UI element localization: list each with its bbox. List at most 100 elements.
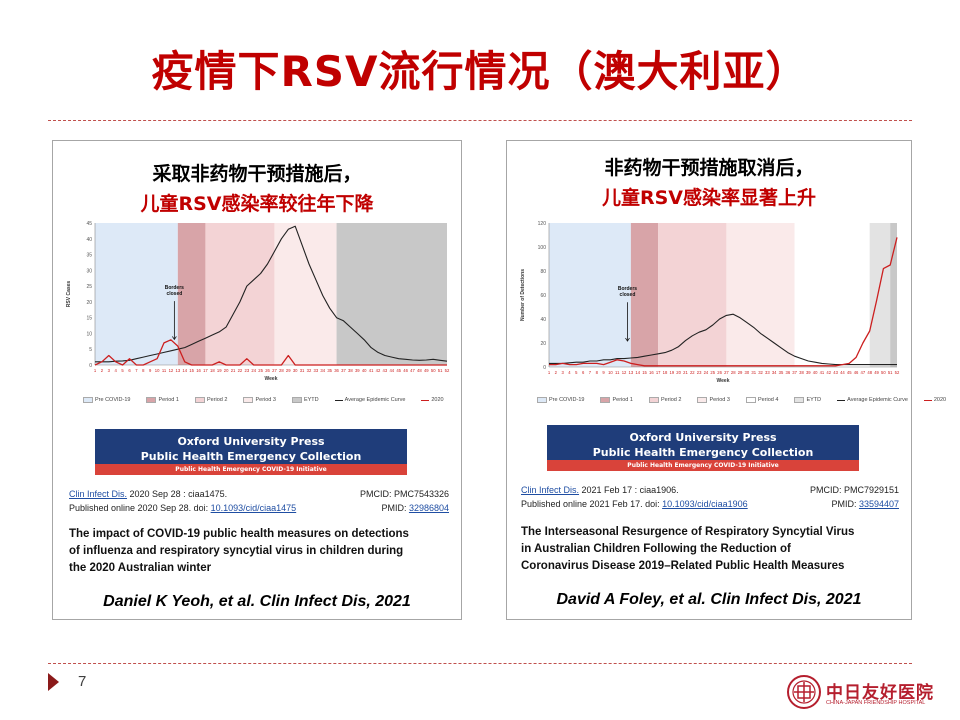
y-tick-label: 100 xyxy=(538,245,547,251)
y-tick-label: 40 xyxy=(86,237,92,243)
x-tick-label: 26 xyxy=(265,368,270,373)
oup-line1: Oxford University Press xyxy=(177,435,325,448)
y-tick-label: 35 xyxy=(86,253,92,259)
y-tick-label: 30 xyxy=(86,268,92,274)
x-tick-label: 38 xyxy=(799,370,804,375)
x-tick-label: 18 xyxy=(663,370,668,375)
chart-region xyxy=(177,223,206,365)
journal-link[interactable]: Clin Infect Dis. xyxy=(521,485,580,495)
x-axis-label: Week xyxy=(265,376,278,382)
annotation-arrowhead xyxy=(172,336,177,341)
x-tick-label: 39 xyxy=(806,370,811,375)
y-tick-label: 0 xyxy=(89,363,92,369)
x-tick-label: 7 xyxy=(135,368,138,373)
x-tick-label: 30 xyxy=(745,370,750,375)
legend-item: EYTD xyxy=(794,397,829,403)
chart-region xyxy=(95,223,178,365)
doi-link[interactable]: 10.1093/cid/ciaa1906 xyxy=(662,499,748,509)
annotation-arrowhead xyxy=(625,337,630,342)
x-tick-label: 49 xyxy=(874,370,879,375)
annotation-label: Borders xyxy=(618,286,637,292)
x-tick-label: 46 xyxy=(403,368,408,373)
legend-item: Period 2 xyxy=(648,397,690,403)
legend-label: Pre COVID-19 xyxy=(549,397,585,404)
legend-item: Period 2 xyxy=(194,397,236,404)
oup-line2: Public Health Emergency Collection xyxy=(140,450,362,463)
pmid-label: PMID: xyxy=(381,503,409,513)
y-tick-label: 15 xyxy=(86,316,92,322)
x-tick-label: 41 xyxy=(369,368,374,373)
left-paper-title: The impact of COVID-19 public health mea… xyxy=(69,526,454,577)
x-tick-label: 47 xyxy=(410,368,415,373)
x-tick-label: 29 xyxy=(738,370,743,375)
x-tick-label: 33 xyxy=(314,368,319,373)
y-tick-label: 45 xyxy=(86,221,92,227)
legend-item: EYTD xyxy=(291,397,327,403)
x-tick-label: 45 xyxy=(847,370,852,375)
x-tick-label: 13 xyxy=(629,370,634,375)
legend-swatch xyxy=(923,399,932,401)
legend-item: Pre COVID-19 xyxy=(537,397,592,403)
right-oup-banner: Oxford University Press Public Health Em… xyxy=(547,425,859,471)
left-chart-legend: Pre COVID-19 Period 1 Period 2 Period 3 EYTD… xyxy=(83,397,460,403)
x-tick-label: 36 xyxy=(334,368,339,373)
left-pmcid: PMCID: PMC7543326 xyxy=(359,489,449,499)
x-tick-label: 40 xyxy=(362,368,367,373)
chart-region xyxy=(794,223,870,367)
legend-swatch xyxy=(537,397,547,403)
x-tick-label: 21 xyxy=(683,370,688,375)
right-heading-line1: 非药物干预措施取消后， xyxy=(604,157,814,179)
legend-swatch xyxy=(243,397,254,403)
x-tick-label: 43 xyxy=(383,368,388,373)
x-tick-label: 4 xyxy=(568,370,571,375)
x-tick-label: 25 xyxy=(710,370,715,375)
legend-item: 2020 xyxy=(421,397,451,403)
slide-title: 疫情下RSV流行情况（澳大利亚） xyxy=(151,47,809,96)
x-tick-label: 42 xyxy=(826,370,831,375)
oup-initiative-bar: Public Health Emergency COVID-19 Initiat… xyxy=(547,460,859,471)
legend-swatch xyxy=(334,399,343,401)
doi-link[interactable]: 10.1093/cid/ciaa1475 xyxy=(210,503,297,513)
x-tick-label: 1 xyxy=(548,370,551,375)
oup-line1: Oxford University Press xyxy=(629,431,777,444)
legend-swatch xyxy=(794,397,805,403)
pmid-link[interactable]: 33594407 xyxy=(858,499,899,509)
legend-label: Period 1 xyxy=(612,397,633,404)
paper-title-line: of influenza and respiratory syncytial v… xyxy=(69,545,404,557)
pmid-link[interactable]: 32986804 xyxy=(408,503,449,513)
x-tick-label: 8 xyxy=(596,370,599,375)
y-tick-label: 80 xyxy=(540,269,546,275)
x-tick-label: 27 xyxy=(724,370,729,375)
x-tick-label: 44 xyxy=(840,370,845,375)
chart-region xyxy=(630,223,659,367)
x-tick-label: 1 xyxy=(94,368,97,373)
y-tick-label: 40 xyxy=(540,317,546,323)
legend-label: Period 2 xyxy=(206,397,228,404)
legend-item: 2020 xyxy=(923,397,954,404)
legend-item: Pre COVID-19 xyxy=(83,397,138,403)
legend-label: Average Epidemic Curve xyxy=(344,397,406,404)
left-citation-line2: Published online 2020 Sep 28. doi: 10.10… xyxy=(69,503,296,513)
x-tick-label: 12 xyxy=(169,368,174,373)
left-panel: 采取非药物干预措施后， 儿童RSV感染率较往年下降 0 5 10 15 20 25 30 35… xyxy=(52,140,462,620)
y-tick-label: 25 xyxy=(86,284,92,290)
legend-swatch xyxy=(648,397,659,403)
x-tick-label: 23 xyxy=(245,368,250,373)
x-tick-label: 28 xyxy=(731,370,736,375)
right-author: David A Foley, et al. Clin Infect Dis, 2… xyxy=(556,591,862,608)
pmid-label: PMID: xyxy=(831,499,859,509)
x-tick-label: 26 xyxy=(717,370,722,375)
left-author: Daniel K Yeoh, et al. Clin Infect Dis, 2… xyxy=(103,593,411,610)
journal-link[interactable]: Clin Infect Dis. xyxy=(69,489,128,499)
x-tick-label: 15 xyxy=(189,368,194,373)
oup-line2: Public Health Emergency Collection xyxy=(592,446,814,459)
legend-label: 2020 xyxy=(933,397,947,404)
x-tick-label: 33 xyxy=(765,370,770,375)
annotation-label: closed xyxy=(166,291,182,297)
chart-region xyxy=(549,223,631,367)
legend-swatch xyxy=(837,399,846,401)
legend-label: Period 3 xyxy=(255,397,276,404)
x-tick-label: 45 xyxy=(396,368,401,373)
